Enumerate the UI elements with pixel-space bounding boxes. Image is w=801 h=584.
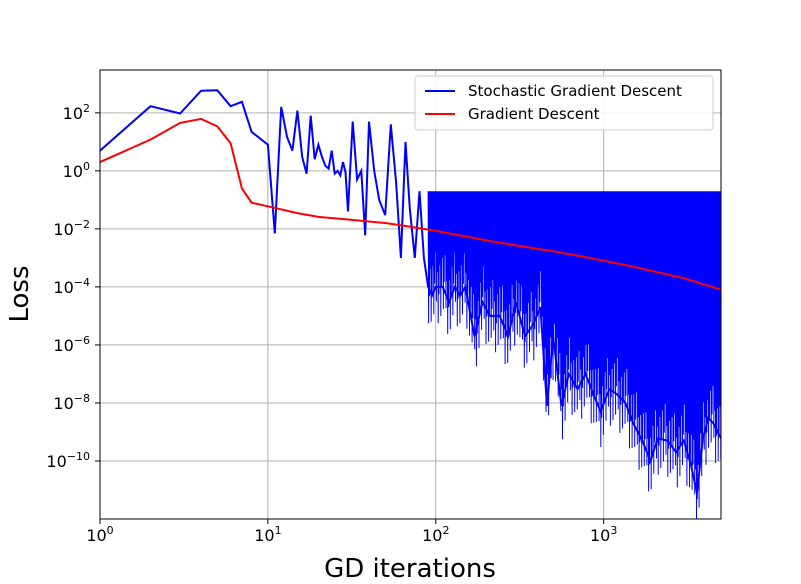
x-tick-label: 100 [86,524,113,545]
x-tick-label: 103 [590,524,617,545]
sgd-line [99,89,722,494]
plot-frame [99,69,722,520]
legend: Stochastic Gradient Descent Gradient Des… [414,75,714,131]
y-tick-label: 10−4 [53,276,90,297]
y-tick-label: 10−2 [53,218,90,239]
y-tick-label: 102 [63,102,90,123]
x-axis-title: GD iterations [324,554,496,584]
y-tick-label: 10−6 [53,334,90,355]
y-tick-label: 10−10 [46,450,90,471]
gd-line [99,117,722,291]
y-tick-label: 10−8 [53,392,90,413]
legend-label-gd: Gradient Descent [468,105,600,123]
axis-ticks: 100 101 102 103 10−10 10−8 10−6 10−4 10−2 100 102 [46,102,617,545]
legend-label-sgd: Stochastic Gradient Descent [468,82,682,100]
sgd-oscillation-band [427,191,722,520]
legend-box [414,75,714,131]
series-lines [99,89,722,520]
y-tick-label: 100 [63,160,90,181]
y-axis-title: Loss [5,265,35,322]
x-tick-label: 101 [254,524,281,545]
x-tick-label: 102 [422,524,449,545]
